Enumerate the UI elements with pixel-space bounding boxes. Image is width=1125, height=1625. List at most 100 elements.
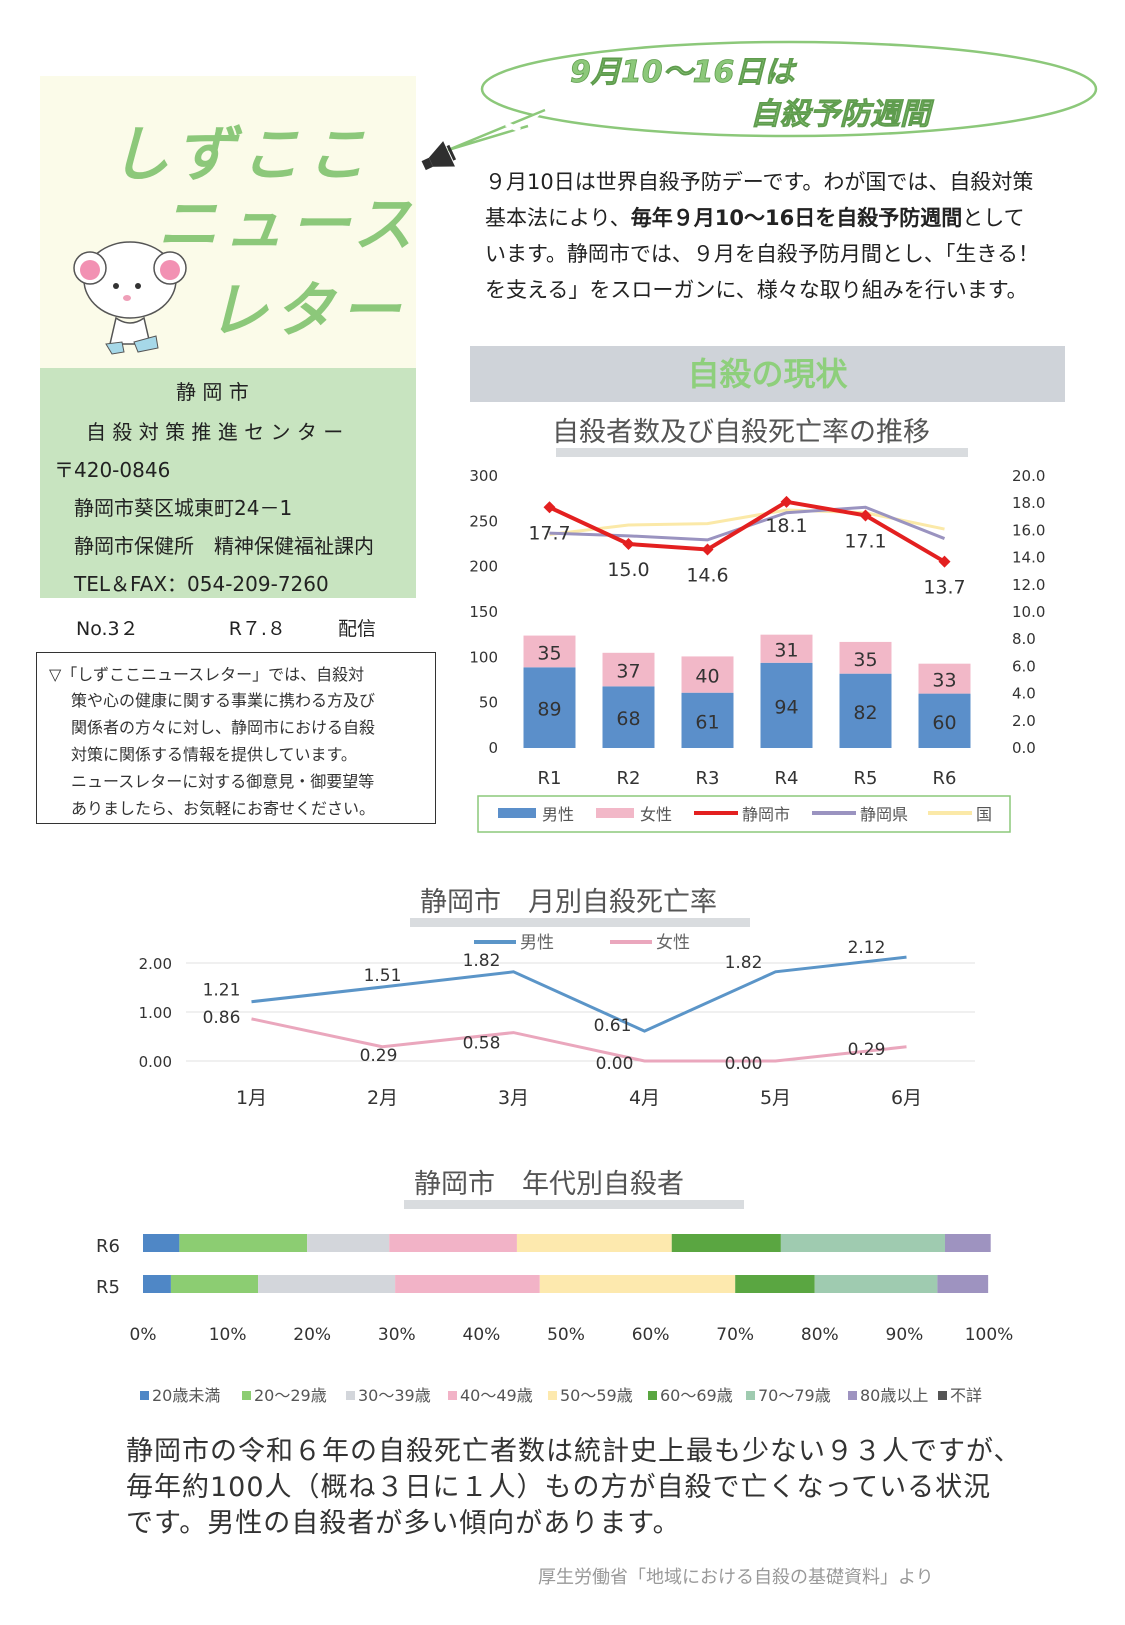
data-label: 0.00 (596, 1054, 634, 1074)
bar-male-label: 94 (774, 696, 798, 718)
bar-male (760, 662, 813, 748)
bar-segment-30～39歳 (258, 1275, 396, 1293)
left-axis-tick: 100 (469, 648, 498, 666)
bar-segment-60～69歳 (735, 1275, 815, 1293)
chart1-title: 自殺者数及び自殺死亡率の推移 (552, 417, 930, 448)
legend-swatch (938, 1391, 947, 1400)
legend-swatch (448, 1391, 457, 1400)
left-axis-tick: 250 (469, 512, 498, 530)
data-label: 0.00 (725, 1054, 763, 1074)
chart2-title: 静岡市 月別自殺死亡率 (420, 887, 717, 918)
section-title: 自殺の現状 (687, 355, 848, 393)
shizuoka-rate-label: 17.1 (844, 530, 886, 552)
right-axis-tick: 18.0 (1012, 494, 1045, 512)
data-label: 0.61 (594, 1016, 632, 1036)
source-note: 厚生労働省「地域における自殺の基礎資料」より (538, 1567, 934, 1588)
bar-female-label: 31 (774, 640, 798, 662)
y-axis-tick: 2.00 (139, 955, 172, 973)
x-axis-tick: R6 (933, 768, 957, 789)
legend-label: 50～59歳 (560, 1386, 633, 1405)
y-axis-tick: 1.00 (139, 1004, 172, 1022)
data-label: 0.29 (360, 1046, 398, 1066)
info-address: 静岡市葵区城東町24－1 (74, 496, 293, 520)
section-header: 自殺の現状 (470, 346, 1065, 402)
x-axis-tick: 100% (965, 1325, 1014, 1345)
bar-female-label: 37 (616, 661, 640, 683)
legend-label: 男性 (542, 805, 574, 824)
body-line-2: 基本法により、毎年９月10～16日を自殺予防週間として (485, 206, 1025, 230)
legend-swatch (140, 1391, 149, 1400)
shizuoka-rate-label: 18.1 (765, 515, 807, 537)
bar-female (918, 663, 971, 694)
legend-swatch (346, 1391, 355, 1400)
data-label: 0.58 (463, 1034, 501, 1054)
chart1-title-underline (556, 448, 968, 457)
intro-line: 対策に関係する情報を提供しています。 (71, 745, 357, 764)
bar-segment-40～49歳 (395, 1275, 540, 1293)
intro-paragraph: ９月10日は世界自殺予防デーです。わが国では、自殺対策 基本法により、毎年９月1… (485, 164, 1085, 308)
shizuoka-rate-label: 15.0 (607, 559, 649, 581)
bubble-line1: 9月10～16日は (570, 55, 797, 90)
legend-label: 不詳 (950, 1386, 982, 1405)
right-axis-tick: 10.0 (1012, 603, 1045, 621)
shizuoka-marker (938, 555, 951, 568)
shizuoka-rate-label: 13.7 (923, 577, 965, 599)
x-axis-tick: 60% (632, 1325, 670, 1345)
x-axis-tick: 50% (547, 1325, 585, 1345)
issue-date: R７.８ (228, 618, 286, 640)
right-axis-tick: 20.0 (1012, 467, 1045, 485)
chart2-title-underline (410, 918, 750, 927)
right-axis-tick: 16.0 (1012, 521, 1045, 539)
x-axis-tick: R4 (775, 768, 799, 789)
y-axis-tick: R6 (96, 1236, 120, 1257)
legend-label: 70～79歳 (758, 1386, 831, 1405)
bar-segment-80歳以上 (937, 1275, 989, 1293)
x-axis-tick: 20% (293, 1325, 331, 1345)
legend-label: 女性 (656, 933, 690, 953)
series-line-国 (549, 508, 945, 536)
bar-female-label: 35 (853, 649, 877, 671)
bar-male-label: 82 (853, 702, 877, 724)
x-axis-tick: 10% (209, 1325, 247, 1345)
info-city: 静 岡 市 (176, 380, 249, 404)
bar-segment-80歳以上 (945, 1234, 991, 1252)
bar-male (602, 686, 655, 748)
y-axis-tick: 0.00 (139, 1053, 172, 1071)
bar-segment-20歳未満 (143, 1234, 180, 1252)
bar-female (681, 656, 734, 693)
bar-segment-70～79歳 (780, 1234, 946, 1252)
shizuoka-marker (622, 538, 635, 550)
right-axis-tick: 12.0 (1012, 576, 1045, 594)
data-label: 1.82 (725, 953, 763, 973)
x-axis-tick: 0% (130, 1325, 157, 1345)
info-tel: TEL＆FAX：054-209-7260 (74, 572, 329, 596)
series-line-静岡市 (548, 499, 946, 564)
bubble-line2: 自殺予防週間 (750, 97, 935, 132)
title-line-3: レター (208, 276, 406, 346)
legend-label: 静岡市 (742, 805, 790, 824)
shizuoka-marker (701, 543, 714, 556)
legend-swatch (746, 1391, 755, 1400)
right-axis-tick: 4.0 (1012, 685, 1036, 703)
legend-swatch (596, 808, 634, 818)
shizuoka-rate-label: 17.7 (528, 522, 570, 544)
right-axis-tick: 2.0 (1012, 712, 1036, 730)
bar-segment-50～59歳 (539, 1275, 736, 1293)
shizuoka-marker (859, 509, 872, 522)
intro-line: 策や心の健康に関する事業に携わる方及び (71, 691, 376, 710)
summary-line-2: 毎年約100人（概ね３日に１人）もの方が自殺で亡くなっている状況 (126, 1472, 992, 1503)
shizuoka-marker (780, 495, 793, 508)
bar-segment-20～29歳 (179, 1234, 308, 1252)
speech-bubble: 9月10～16日は 自殺予防週間 (447, 40, 1098, 152)
legend-label: 60～69歳 (660, 1386, 733, 1405)
x-axis-tick: 90% (886, 1325, 924, 1345)
left-axis-tick: 150 (469, 603, 498, 621)
bar-segment-20歳未満 (143, 1275, 171, 1293)
right-axis-tick: 6.0 (1012, 657, 1036, 675)
chart-deaths-and-rate: 0 50 100 150 200 250 300 0.0 2.0 4.0 6.0 8.0 10.0 12.… (469, 467, 1045, 833)
x-axis-tick: R5 (854, 768, 878, 789)
data-label: 2.12 (848, 938, 886, 958)
left-axis-tick: 50 (479, 694, 498, 712)
contact-info-box: 静 岡 市 自 殺 対 策 推 進 セ ン タ ー 〒420-0846 静岡市葵… (40, 368, 416, 598)
x-axis-tick: R1 (538, 768, 562, 789)
